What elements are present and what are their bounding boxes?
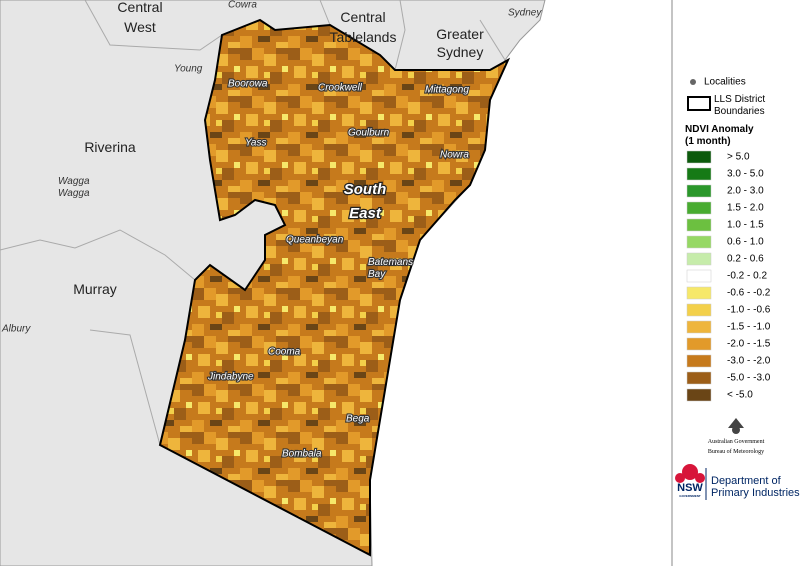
legend-class-label: -0.2 - 0.2 <box>727 271 767 282</box>
locality-label-line: Batemans <box>368 257 413 268</box>
legend-boundaries-line: LLS District <box>714 94 765 105</box>
locality-label-line: Wagga <box>58 176 90 187</box>
legend-swatch <box>686 269 712 283</box>
legend-class-label: 0.6 - 1.0 <box>727 237 764 248</box>
legend-swatch <box>686 286 712 300</box>
legend-class-label: > 5.0 <box>727 152 750 163</box>
locality-label: Nowra <box>440 150 469 161</box>
district-boundaries <box>0 0 506 446</box>
legend-class-label: 1.5 - 2.0 <box>727 203 764 214</box>
legend-swatch <box>686 218 712 232</box>
dpi-text: Department of Primary Industries <box>711 475 800 499</box>
bom-text-line: Bureau of Meteorology <box>708 448 764 455</box>
region-label: Murray <box>73 281 117 297</box>
nsw-text-line: NSW <box>677 482 703 494</box>
legend-localities: Localities <box>704 77 746 88</box>
legend-swatch <box>686 303 712 317</box>
locality-label: Queanbeyan <box>286 235 344 246</box>
bom-text: Australian Government Bureau of Meteorolo… <box>708 439 765 455</box>
region-label-line: South <box>344 181 387 198</box>
region-label-line: Tablelands <box>330 29 397 45</box>
legend-locality-symbol <box>690 79 696 85</box>
legend-title-line: NDVI Anomaly <box>685 124 754 135</box>
legend-title-line: (1 month) <box>685 136 731 147</box>
locality-label: Boorowa <box>228 79 268 90</box>
legend-swatch <box>686 167 712 181</box>
locality-label: Albury <box>1 324 31 335</box>
region-label-line: Riverina <box>84 139 136 155</box>
locality-label-line: Bay <box>368 269 386 280</box>
legend-class-label: -1.5 - -1.0 <box>727 322 771 333</box>
legend-class-label: < -5.0 <box>727 390 753 401</box>
dpi-text-line: Primary Industries <box>711 487 800 499</box>
region-label: South East <box>344 181 387 222</box>
region-label-line: Central <box>117 0 162 15</box>
legend-swatch <box>686 252 712 266</box>
legend-class-label: 1.0 - 1.5 <box>727 220 764 231</box>
locality-label: Wagga Wagga <box>58 176 90 199</box>
legend-class-label: -0.6 - -0.2 <box>727 288 771 299</box>
legend-swatch <box>686 184 712 198</box>
region-label-line: Central <box>340 9 385 25</box>
locality-label: Crookwell <box>318 83 363 94</box>
locality-label: Yass <box>245 138 267 149</box>
locality-label: Batemans Bay <box>368 257 413 280</box>
legend-swatch <box>686 337 712 351</box>
region-label-line: East <box>349 205 382 222</box>
locality-label: Bombala <box>282 449 322 460</box>
nsw-text: NSW GOVERNMENT <box>677 482 703 498</box>
legend-swatch <box>686 354 712 368</box>
legend-swatch <box>686 371 712 385</box>
legend-swatch <box>686 320 712 334</box>
legend-class-label: 2.0 - 3.0 <box>727 186 764 197</box>
locality-label: Cowra <box>228 0 257 11</box>
nsw-text-line: GOVERNMENT <box>679 494 701 498</box>
locality-label: Cooma <box>268 347 301 358</box>
dpi-text-line: Department of <box>711 475 782 487</box>
locality-label: Young <box>174 64 203 75</box>
legend-boundaries-line: Boundaries <box>714 106 765 117</box>
region-label-line: Murray <box>73 281 117 297</box>
legend-title: NDVI Anomaly (1 month) <box>685 124 754 147</box>
region-label: Central West <box>117 0 162 35</box>
legend-swatch <box>686 388 712 402</box>
legend-swatch <box>686 201 712 215</box>
region-label: Central Tablelands <box>330 9 397 45</box>
south-east-district <box>158 18 511 557</box>
legend-boundaries: LLS District Boundaries <box>714 94 765 117</box>
region-label-line: Sydney <box>437 44 484 60</box>
legend-class-label: -3.0 - -2.0 <box>727 356 771 367</box>
legend-class-label: -2.0 - -1.5 <box>727 339 771 350</box>
nsw-logo <box>675 464 707 500</box>
bom-logo <box>728 418 744 434</box>
legend-class-label: 3.0 - 5.0 <box>727 169 764 180</box>
legend-class-label: -1.0 - -0.6 <box>727 305 771 316</box>
region-label: Greater Sydney <box>436 26 484 60</box>
legend-class-label: 0.2 - 0.6 <box>727 254 764 265</box>
locality-label: Jindabyne <box>207 372 254 383</box>
legend-swatch <box>686 235 712 249</box>
locality-label: Bega <box>346 414 370 425</box>
locality-label-line: Wagga <box>58 188 90 199</box>
locality-label: Mittagong <box>425 85 469 96</box>
region-label-line: Greater <box>436 26 484 42</box>
region-label: Riverina <box>84 139 136 155</box>
legend-class-label: -5.0 - -3.0 <box>727 373 771 384</box>
region-label-line: West <box>124 19 156 35</box>
locality-label: Goulburn <box>348 128 390 139</box>
bom-text-line: Australian Government <box>708 439 765 445</box>
locality-label: Sydney <box>508 8 542 19</box>
legend-boundary-symbol <box>687 96 711 111</box>
legend-swatch <box>686 150 712 164</box>
